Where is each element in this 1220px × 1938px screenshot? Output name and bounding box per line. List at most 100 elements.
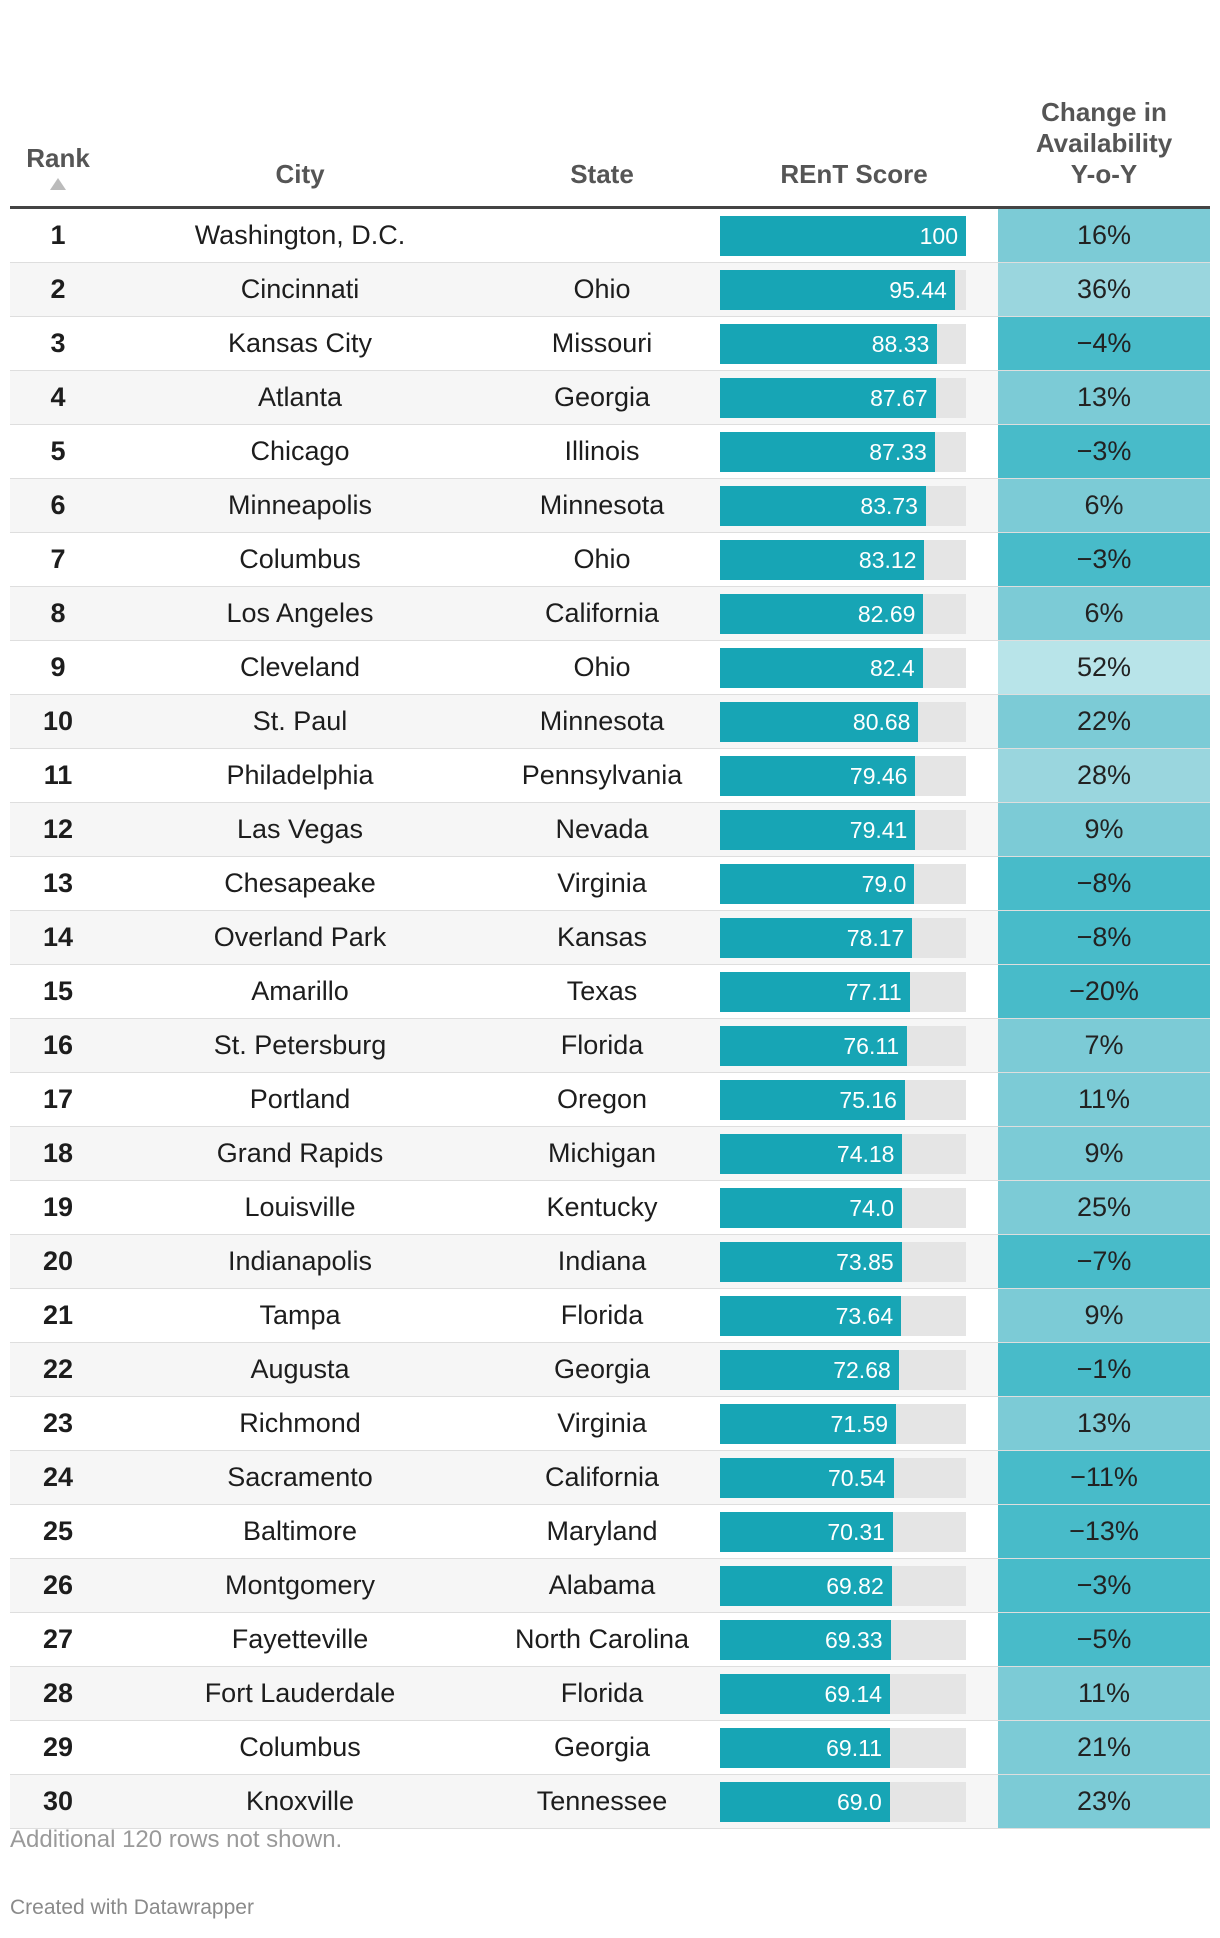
city-cell: Las Vegas	[106, 802, 494, 857]
rank-cell: 21	[10, 1288, 106, 1343]
score-bar-track: 79.46	[720, 755, 966, 796]
score-bar-track: 75.16	[720, 1079, 966, 1120]
score-cell: 70.54	[710, 1450, 998, 1505]
score-cell: 83.73	[710, 478, 998, 533]
state-cell: Oregon	[494, 1072, 710, 1127]
rank-cell: 14	[10, 910, 106, 965]
rank-header-label: Rank	[26, 143, 90, 173]
score-bar-track: 76.11	[720, 1025, 966, 1066]
score-cell: 77.11	[710, 964, 998, 1019]
table-row: 12 Las Vegas Nevada 79.41 9%	[10, 802, 1210, 857]
change-cell: 23%	[998, 1774, 1210, 1829]
state-cell: Illinois	[494, 424, 710, 479]
table-row: 21 Tampa Florida 73.64 9%	[10, 1288, 1210, 1343]
city-cell: Knoxville	[106, 1774, 494, 1829]
sort-ascending-icon[interactable]	[50, 178, 66, 190]
city-cell: Kansas City	[106, 316, 494, 371]
score-bar-track: 100	[720, 215, 966, 256]
score-bar-label: 87.67	[870, 384, 928, 411]
state-column-header[interactable]: State	[494, 0, 710, 209]
table-row: 15 Amarillo Texas 77.11 −20%	[10, 964, 1210, 1019]
city-cell: Chicago	[106, 424, 494, 479]
score-bar-track: 69.11	[720, 1727, 966, 1768]
table-row: 5 Chicago Illinois 87.33 −3%	[10, 424, 1210, 479]
score-bar: 74.0	[720, 1187, 903, 1228]
city-cell: Amarillo	[106, 964, 494, 1019]
score-column-header[interactable]: REnT Score	[710, 0, 998, 209]
score-bar-track: 82.69	[720, 593, 966, 634]
rank-cell: 20	[10, 1234, 106, 1289]
rank-cell: 13	[10, 856, 106, 911]
score-bar-label: 76.11	[843, 1032, 900, 1059]
score-bar: 83.73	[720, 485, 926, 526]
state-cell: Georgia	[494, 1342, 710, 1397]
city-cell: Chesapeake	[106, 856, 494, 911]
score-bar-track: 80.68	[720, 701, 966, 742]
score-cell: 87.33	[710, 424, 998, 479]
rank-cell: 3	[10, 316, 106, 371]
change-header-line-1: Change in	[1041, 97, 1167, 127]
score-bar: 82.69	[720, 593, 924, 634]
state-cell: Alabama	[494, 1558, 710, 1613]
rank-cell: 10	[10, 694, 106, 749]
score-bar: 83.12	[720, 539, 925, 580]
change-cell: 13%	[998, 1396, 1210, 1451]
rank-cell: 22	[10, 1342, 106, 1397]
change-cell: −3%	[998, 1558, 1210, 1613]
table-row: 17 Portland Oregon 75.16 11%	[10, 1072, 1210, 1127]
score-bar: 79.0	[720, 863, 915, 904]
rank-cell: 1	[10, 207, 106, 263]
rank-cell: 23	[10, 1396, 106, 1451]
score-bar: 79.46	[720, 755, 916, 796]
score-bar-track: 95.44	[720, 269, 966, 310]
change-cell: 6%	[998, 586, 1210, 641]
city-column-header[interactable]: City	[106, 0, 494, 209]
state-header-label: State	[570, 159, 634, 189]
change-cell: −7%	[998, 1234, 1210, 1289]
rank-cell: 2	[10, 262, 106, 317]
rank-cell: 30	[10, 1774, 106, 1829]
score-bar-track: 73.64	[720, 1295, 966, 1336]
rank-cell: 4	[10, 370, 106, 425]
change-column-header[interactable]: Change in Availability Y-o-Y	[998, 0, 1210, 209]
rank-cell: 27	[10, 1612, 106, 1667]
state-cell: Nevada	[494, 802, 710, 857]
rank-cell: 15	[10, 964, 106, 1019]
city-cell: Philadelphia	[106, 748, 494, 803]
city-cell: Los Angeles	[106, 586, 494, 641]
state-cell: Indiana	[494, 1234, 710, 1289]
rank-cell: 29	[10, 1720, 106, 1775]
rank-cell: 11	[10, 748, 106, 803]
city-cell: Indianapolis	[106, 1234, 494, 1289]
city-cell: Sacramento	[106, 1450, 494, 1505]
table-row: 9 Cleveland Ohio 82.4 52%	[10, 640, 1210, 695]
score-cell: 72.68	[710, 1342, 998, 1397]
score-bar-track: 69.14	[720, 1673, 966, 1714]
table-body: 1 Washington, D.C. 100 16% 2 Cincinnati Ohio 95…	[10, 207, 1210, 1829]
score-bar-track: 79.0	[720, 863, 966, 904]
score-bar-label: 69.14	[824, 1680, 883, 1707]
score-bar-label: 70.54	[827, 1464, 886, 1491]
score-bar: 69.33	[720, 1619, 891, 1660]
score-bar-label: 82.4	[869, 654, 915, 681]
score-bar-label: 95.44	[889, 276, 947, 303]
change-cell: 36%	[998, 262, 1210, 317]
score-bar-track: 83.73	[720, 485, 966, 526]
state-cell: Ohio	[494, 262, 710, 317]
score-bar-label: 75.16	[839, 1086, 897, 1113]
table-row: 18 Grand Rapids Michigan 74.18 9%	[10, 1126, 1210, 1181]
score-bar-track: 70.31	[720, 1511, 966, 1552]
score-bar-label: 79.0	[861, 870, 907, 897]
score-bar-label: 73.85	[836, 1248, 894, 1275]
state-cell: California	[494, 1450, 710, 1505]
city-cell: Portland	[106, 1072, 494, 1127]
change-cell: −4%	[998, 316, 1210, 371]
city-header-label: City	[275, 159, 325, 189]
rank-column-header[interactable]: Rank	[10, 0, 106, 209]
score-bar-label: 69.82	[826, 1572, 884, 1599]
state-cell: Florida	[494, 1288, 710, 1343]
score-bar: 100	[720, 215, 966, 256]
change-cell: −5%	[998, 1612, 1210, 1667]
score-bar-label: 69.0	[836, 1788, 882, 1815]
change-cell: −20%	[998, 964, 1210, 1019]
